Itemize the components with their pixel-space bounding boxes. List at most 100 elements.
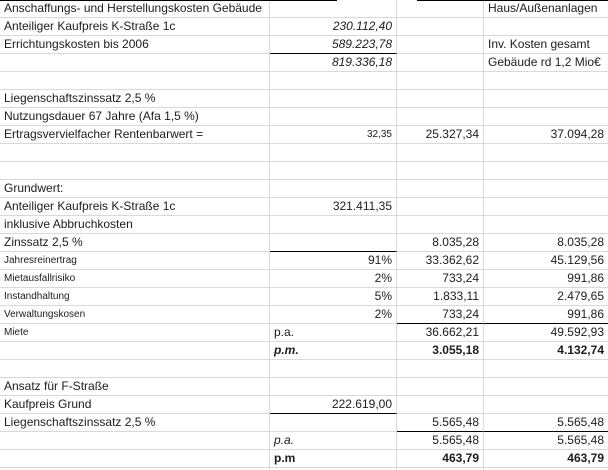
cell-r7-c[interactable] xyxy=(397,108,484,126)
cell-r8-value3[interactable]: 37.094,28 xyxy=(484,126,608,144)
cell-r15-pct[interactable]: 91% xyxy=(270,252,397,270)
cell-r21-d[interactable] xyxy=(484,360,608,378)
cell-r27-c[interactable] xyxy=(397,468,484,470)
cell-r2-d[interactable] xyxy=(484,18,608,36)
cell-r24-label[interactable]: Liegenschaftszinssatz 2,5 % xyxy=(0,414,270,432)
cell-r22-b[interactable] xyxy=(270,378,397,396)
cell-r25-value2[interactable]: 5.565,48 xyxy=(397,432,484,450)
cell-r9-c[interactable] xyxy=(397,144,484,162)
cell-r7-d[interactable] xyxy=(484,108,608,126)
cell-r14-value2[interactable]: 8.035,28 xyxy=(397,234,484,252)
cell-r26-value3[interactable]: 463,79 xyxy=(484,450,608,468)
cell-r23-c[interactable] xyxy=(397,396,484,414)
cell-r17-value3[interactable]: 2.479,65 xyxy=(484,288,608,306)
cell-r13-d[interactable] xyxy=(484,216,608,234)
cell-r7-b[interactable] xyxy=(270,108,397,126)
cell-r11-c[interactable] xyxy=(397,180,484,198)
cell-r5-c[interactable] xyxy=(397,72,484,90)
cell-r17-value2[interactable]: 1.833,11 xyxy=(397,288,484,306)
cell-r16-value2[interactable]: 733,24 xyxy=(397,270,484,288)
cell-r2-value[interactable]: 230.112,40 xyxy=(270,18,397,36)
cell-r18-pct[interactable]: 2% xyxy=(270,306,397,324)
cell-r25-a[interactable] xyxy=(0,432,270,450)
cell-r3-c[interactable] xyxy=(397,36,484,54)
cell-r12-c[interactable] xyxy=(397,198,484,216)
cell-r1-b[interactable] xyxy=(270,0,397,18)
cell-r5-d[interactable] xyxy=(484,72,608,90)
cell-r20-a[interactable] xyxy=(0,342,270,360)
cell-r6-b[interactable] xyxy=(270,90,397,108)
cell-r23-value[interactable]: 222.619,00 xyxy=(270,396,397,414)
cell-r2-c[interactable] xyxy=(397,18,484,36)
cell-r17-pct[interactable]: 5% xyxy=(270,288,397,306)
cell-r12-label[interactable]: Anteiliger Kaufpreis K-Straße 1c xyxy=(0,198,270,216)
cell-r23-d[interactable] xyxy=(484,396,608,414)
cell-r27-a[interactable] xyxy=(0,468,270,470)
cell-r11-d[interactable] xyxy=(484,180,608,198)
cell-r19-value2[interactable]: 36.662,21 xyxy=(397,324,484,342)
cell-r21-a[interactable] xyxy=(0,360,270,378)
cell-r20-value2[interactable]: 3.055,18 xyxy=(397,342,484,360)
cell-r3-note[interactable]: Inv. Kosten gesamt xyxy=(484,36,608,54)
cell-r4-sum[interactable]: 819.336,18 xyxy=(270,54,397,72)
cell-r26-value2[interactable]: 463,79 xyxy=(397,450,484,468)
cell-r25-value3[interactable]: 5.565,48 xyxy=(484,432,608,450)
cell-r12-value[interactable]: 321.411,35 xyxy=(270,198,397,216)
cell-r17-label[interactable]: Instandhaltung xyxy=(0,288,270,306)
cell-r5-a[interactable] xyxy=(0,72,270,90)
cell-r4-a[interactable] xyxy=(0,54,270,72)
cell-r18-value2[interactable]: 733,24 xyxy=(397,306,484,324)
cell-r10-c[interactable] xyxy=(397,162,484,180)
cell-r13-b[interactable] xyxy=(270,216,397,234)
cell-r18-value3[interactable]: 991,86 xyxy=(484,306,608,324)
cell-r5-b[interactable] xyxy=(270,72,397,90)
cell-r22-d[interactable] xyxy=(484,378,608,396)
cell-r4-c[interactable] xyxy=(397,54,484,72)
cell-r7-label[interactable]: Nutzungsdauer 67 Jahre (Afa 1,5 %) xyxy=(0,108,270,126)
cell-r24-b[interactable] xyxy=(270,414,397,432)
cell-r15-value3[interactable]: 45.129,56 xyxy=(484,252,608,270)
cell-r8-label[interactable]: Ertragsvervielfacher Rentenbarwert = xyxy=(0,126,270,144)
cell-r16-pct[interactable]: 2% xyxy=(270,270,397,288)
cell-r2-label[interactable]: Anteiliger Kaufpreis K-Straße 1c xyxy=(0,18,270,36)
cell-r19-label[interactable]: Miete xyxy=(0,324,270,342)
cell-r18-label[interactable]: Verwaltungskosen xyxy=(0,306,270,324)
cell-r22-c[interactable] xyxy=(397,378,484,396)
cell-r13-label[interactable]: inklusive Abbruchkosten xyxy=(0,216,270,234)
cell-r19-pa[interactable]: p.a. xyxy=(270,324,397,342)
cell-r16-label[interactable]: Mietausfallrisiko xyxy=(0,270,270,288)
cell-r1-title[interactable]: Anschaffungs- und Herstellungskosten Geb… xyxy=(0,0,270,18)
cell-r26-a[interactable] xyxy=(0,450,270,468)
cell-r3-value[interactable]: 589.223,78 xyxy=(270,36,397,54)
cell-r14-value3[interactable]: 8.035,28 xyxy=(484,234,608,252)
cell-r3-label[interactable]: Errichtungskosten bis 2006 xyxy=(0,36,270,54)
cell-r4-note[interactable]: Gebäude rd 1,2 Mio€ xyxy=(484,54,608,72)
cell-r21-c[interactable] xyxy=(397,360,484,378)
cell-r10-a[interactable] xyxy=(0,162,270,180)
cell-r6-label[interactable]: Liegenschaftszinssatz 2,5 % xyxy=(0,90,270,108)
cell-r26-pm[interactable]: p.m xyxy=(270,450,397,468)
cell-r22-section-ansatz[interactable]: Ansatz für F-Straße xyxy=(0,378,270,396)
cell-r1-c[interactable] xyxy=(397,0,484,18)
cell-r14-b[interactable] xyxy=(270,234,397,252)
cell-r11-section-grundwert[interactable]: Grundwert: xyxy=(0,180,270,198)
cell-r20-value3[interactable]: 4.132,74 xyxy=(484,342,608,360)
cell-r16-value3[interactable]: 991,86 xyxy=(484,270,608,288)
cell-r12-d[interactable] xyxy=(484,198,608,216)
cell-r6-c[interactable] xyxy=(397,90,484,108)
cell-r8-value2[interactable]: 25.327,34 xyxy=(397,126,484,144)
cell-r20-pm[interactable]: p.m. xyxy=(270,342,397,360)
cell-r24-value2[interactable]: 5.565,48 xyxy=(397,414,484,432)
cell-r11-b[interactable] xyxy=(270,180,397,198)
cell-r9-d[interactable] xyxy=(484,144,608,162)
cell-r9-a[interactable] xyxy=(0,144,270,162)
cell-r6-d[interactable] xyxy=(484,90,608,108)
cell-r25-pa[interactable]: p.a. xyxy=(270,432,397,450)
cell-r27-b[interactable] xyxy=(270,468,397,470)
cell-r19-value3[interactable]: 49.592,93 xyxy=(484,324,608,342)
cell-r10-b[interactable] xyxy=(270,162,397,180)
cell-r1-header-haus[interactable]: Haus/Außenanlagen xyxy=(484,0,608,18)
cell-r21-b[interactable] xyxy=(270,360,397,378)
cell-r23-label[interactable]: Kaufpreis Grund xyxy=(0,396,270,414)
cell-r15-label[interactable]: Jahresreinertrag xyxy=(0,252,270,270)
